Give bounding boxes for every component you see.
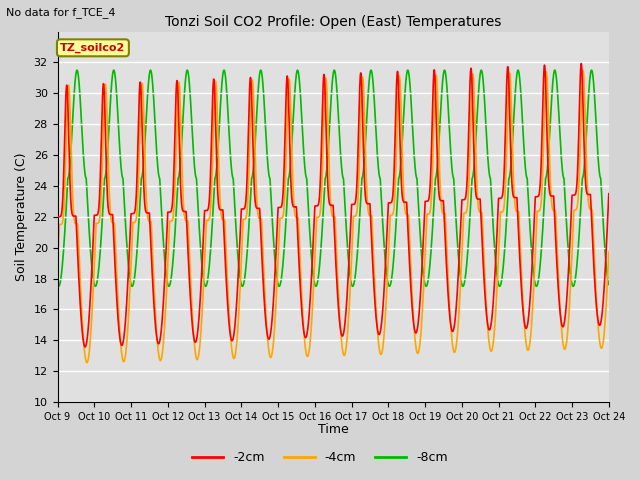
X-axis label: Time: Time [318, 423, 349, 436]
Title: Tonzi Soil CO2 Profile: Open (East) Temperatures: Tonzi Soil CO2 Profile: Open (East) Temp… [165, 15, 501, 29]
Text: No data for f_TCE_4: No data for f_TCE_4 [6, 7, 116, 18]
Legend: -2cm, -4cm, -8cm: -2cm, -4cm, -8cm [187, 446, 453, 469]
Y-axis label: Soil Temperature (C): Soil Temperature (C) [15, 153, 28, 281]
Text: TZ_soilco2: TZ_soilco2 [60, 43, 125, 53]
